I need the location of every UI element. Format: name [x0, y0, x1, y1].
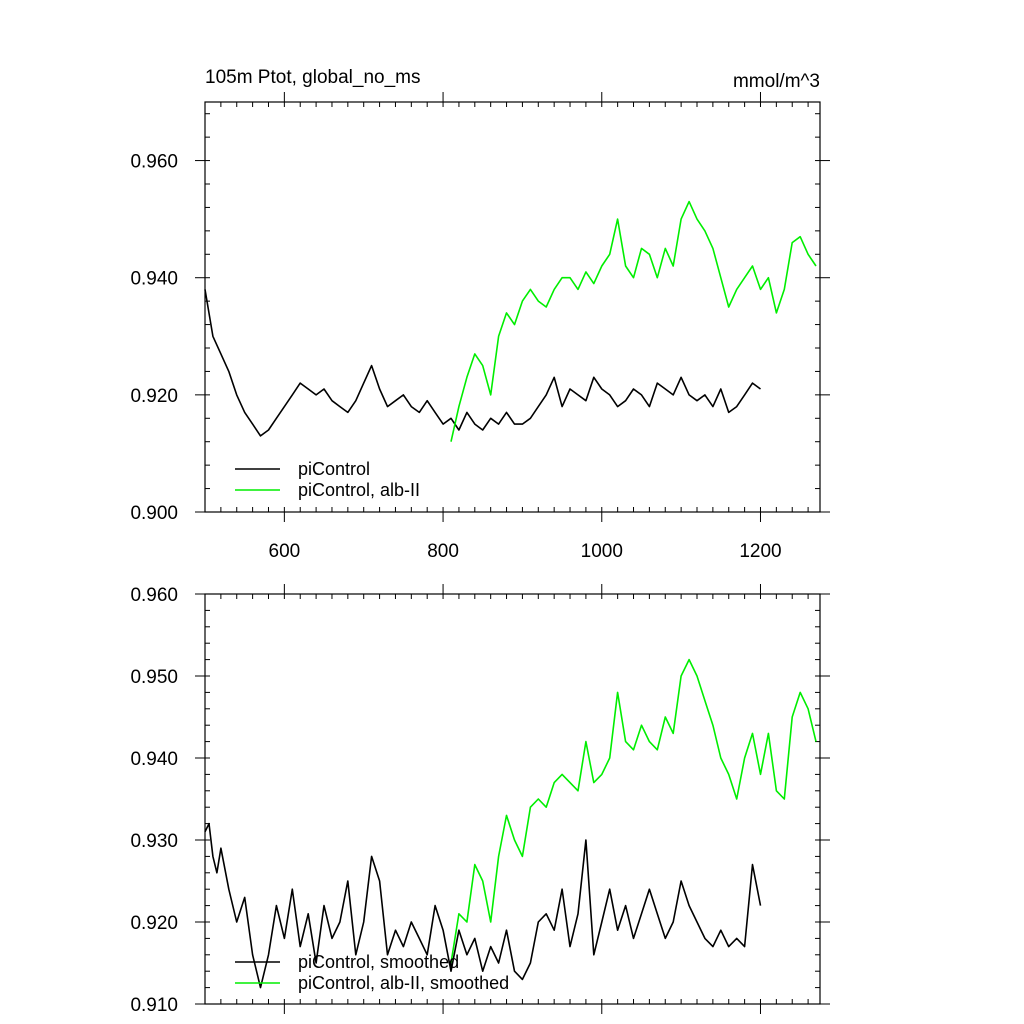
y-tick-label: 0.910 — [130, 995, 178, 1016]
top-panel-title: 105m Ptot, global_no_ms — [205, 67, 420, 88]
series-line-bottom-0 — [204, 822, 762, 989]
y-tick-label: 0.950 — [130, 667, 178, 688]
legend-label-picontrol-alb-ii: piControl, alb-II — [298, 480, 420, 500]
series-line-top-0 — [204, 289, 761, 437]
top-panel-ticks — [195, 92, 830, 522]
y-tick-label: 0.920 — [130, 386, 178, 407]
top-panel-units: mmol/m^3 — [733, 71, 820, 92]
y-tick-label: 0.900 — [130, 503, 178, 524]
bottom-panel: 0.910 0.920 0.930 0.940 0.950 0.960 piControl… — [130, 584, 830, 1016]
y-tick-label: 0.920 — [130, 913, 178, 934]
x-tick-label: 1000 — [581, 541, 623, 562]
bottom-panel-tick-labels: 0.910 0.920 0.930 0.940 0.950 0.960 — [130, 585, 178, 1016]
x-tick-label: 600 — [269, 541, 301, 562]
top-panel-series — [204, 200, 817, 442]
series-line-top-1 — [450, 200, 817, 442]
y-tick-label: 0.940 — [130, 269, 178, 290]
top-panel: 105m Ptot, global_no_ms mmol/m^3 600 800 1… — [130, 67, 830, 562]
legend-label-picontrol: piControl — [298, 459, 370, 479]
bottom-panel-series — [204, 658, 817, 989]
y-tick-label: 0.940 — [130, 749, 178, 770]
top-panel-tick-labels: 600 800 1000 1200 0.900 0.920 0.940 0.960 — [130, 152, 781, 562]
bottom-panel-legend: piControl, smoothed piControl, alb-II, s… — [235, 952, 509, 993]
bottom-panel-ticks — [195, 584, 830, 1014]
bottom-panel-frame — [204, 593, 821, 1005]
series-line-bottom-1 — [450, 658, 817, 964]
top-panel-legend: piControl piControl, alb-II — [235, 459, 420, 500]
top-panel-frame — [204, 101, 821, 513]
y-tick-label: 0.930 — [130, 831, 178, 852]
y-tick-label: 0.960 — [130, 585, 178, 606]
x-tick-label: 1200 — [739, 541, 781, 562]
legend-label-picontrol-smoothed: piControl, smoothed — [298, 952, 459, 972]
y-tick-label: 0.960 — [130, 152, 178, 173]
x-tick-label: 800 — [427, 541, 459, 562]
legend-label-picontrol-alb-ii-smoothed: piControl, alb-II, smoothed — [298, 973, 509, 993]
